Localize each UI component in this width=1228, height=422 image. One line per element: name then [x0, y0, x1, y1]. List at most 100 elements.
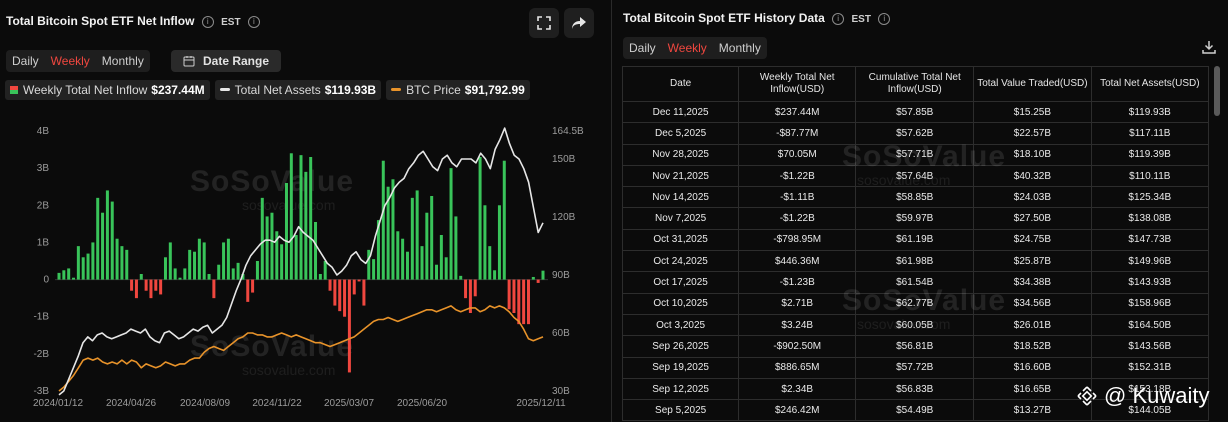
table-row[interactable]: Nov 14,2025 -$1.11B $58.85B $24.03B $125.34B: [621, 186, 1210, 209]
inflow-bar: [483, 205, 487, 280]
row-cumulative-inflow: $54.49B: [855, 399, 975, 422]
table-row[interactable]: Nov 28,2025 $70.05M $57.71B $18.10B $119.39B: [621, 143, 1210, 166]
panel-divider: [611, 0, 612, 422]
row-date: Nov 28,2025: [621, 143, 740, 166]
table-row[interactable]: Dec 5,2025 -$87.77M $57.62B $22.57B $117.11B: [621, 122, 1210, 145]
table-row[interactable]: Oct 10,2025 $2.71B $62.77B $34.56B $158.96B: [621, 292, 1210, 315]
row-date: Oct 17,2025: [621, 271, 740, 294]
inflow-bar: [526, 279, 530, 325]
download-icon[interactable]: [1202, 40, 1216, 54]
table-row[interactable]: Oct 24,2025 $446.36M $61.98B $25.87B $149.96…: [621, 250, 1210, 273]
column-header-weekly-inflow[interactable]: Weekly Total Net Inflow(USD): [738, 66, 857, 102]
legend-btc[interactable]: BTC Price $91,792.99: [386, 80, 530, 100]
legend-inflow[interactable]: Weekly Total Net Inflow $237.44M: [5, 80, 210, 100]
inflow-bar: [517, 279, 521, 325]
row-value-traded: $24.75B: [973, 228, 1092, 252]
row-date: Oct 10,2025: [621, 292, 740, 315]
inflow-bar: [76, 246, 80, 280]
inflow-bar: [430, 196, 434, 280]
table-row[interactable]: Dec 11,2025 $237.44M $57.85B $15.25B $119.93…: [621, 100, 1210, 124]
tab-daily[interactable]: Daily: [12, 54, 39, 68]
inflow-bar: [260, 197, 264, 280]
inflow-bar: [425, 212, 429, 280]
timezone-info-icon[interactable]: i: [247, 16, 260, 28]
table-row[interactable]: Nov 21,2025 -$1.22B $57.64B $40.32B $110.11B: [621, 164, 1210, 188]
row-date: Oct 31,2025: [621, 228, 740, 252]
assets-swatch-icon: [219, 88, 230, 91]
row-weekly-inflow: -$1.23B: [738, 271, 857, 294]
net-inflow-panel: Total Bitcoin Spot ETF Net Inflow i EST …: [0, 0, 606, 422]
inflow-bar: [357, 279, 361, 282]
inflow-bar: [134, 279, 138, 299]
inflow-bar: [101, 212, 105, 280]
inflow-bar: [222, 242, 226, 280]
row-net-assets: $125.34B: [1090, 186, 1210, 209]
row-weekly-inflow: -$1.11B: [738, 186, 857, 209]
row-date: Sep 26,2025: [621, 335, 740, 358]
row-weekly-inflow: -$1.22B: [738, 207, 857, 230]
tab-monthly[interactable]: Monthly: [718, 41, 761, 55]
info-icon[interactable]: i: [832, 13, 845, 25]
inflow-bar: [323, 261, 327, 280]
date-range-button[interactable]: Date Range: [171, 50, 281, 72]
row-date: Dec 11,2025: [621, 100, 740, 124]
table-row[interactable]: Sep 5,2025 $246.42M $54.49B $13.27B $144.05B: [621, 399, 1210, 422]
tab-daily[interactable]: Daily: [629, 41, 656, 55]
column-header-date[interactable]: Date: [621, 66, 740, 102]
tab-weekly[interactable]: Weekly: [667, 41, 707, 55]
legend-btc-label: BTC Price: [406, 83, 461, 97]
column-header-value-traded[interactable]: Total Value Traded(USD): [973, 66, 1092, 102]
y-tick-label-left: 4B: [37, 126, 50, 137]
inflow-bar: [91, 242, 95, 280]
inflow-bar: [294, 235, 298, 280]
table-row[interactable]: Sep 26,2025 -$902.50M $56.81B $18.52B $143.5…: [621, 335, 1210, 358]
table-scrollbar[interactable]: [1214, 66, 1220, 116]
row-value-traded: $40.32B: [973, 164, 1092, 188]
inflow-bar: [212, 279, 216, 299]
table-row[interactable]: Oct 31,2025 -$798.95M $61.19B $24.75B $147.7…: [621, 228, 1210, 252]
row-net-assets: $110.11B: [1090, 164, 1210, 188]
inflow-bar: [502, 160, 506, 280]
tab-monthly[interactable]: Monthly: [101, 54, 144, 68]
row-weekly-inflow: -$1.22B: [738, 164, 857, 188]
row-net-assets: $117.11B: [1090, 122, 1210, 145]
x-tick-label: 2024/11/22: [252, 398, 302, 409]
y-tick-label-left: 3B: [37, 163, 50, 174]
inflow-bar: [149, 279, 153, 299]
row-cumulative-inflow: $62.77B: [855, 292, 975, 315]
calendar-icon: [183, 56, 195, 67]
inflow-bar: [536, 279, 540, 283]
table-row[interactable]: Oct 3,2025 $3.24B $60.05B $26.01B $164.50B: [621, 313, 1210, 337]
row-weekly-inflow: $237.44M: [738, 100, 857, 124]
inflow-bar: [255, 261, 259, 280]
inflow-bar: [401, 238, 405, 280]
inflow-bar: [333, 279, 337, 306]
info-icon[interactable]: i: [201, 16, 214, 28]
row-weekly-inflow: $246.42M: [738, 399, 857, 422]
row-weekly-inflow: -$87.77M: [738, 122, 857, 145]
column-header-net-assets[interactable]: Total Net Assets(USD): [1090, 66, 1210, 102]
row-date: Nov 7,2025: [621, 207, 740, 230]
inflow-bar: [396, 231, 400, 280]
legend-assets[interactable]: Total Net Assets $119.93B: [214, 80, 382, 100]
inflow-swatch-icon: [10, 86, 18, 94]
table-row[interactable]: Sep 19,2025 $886.65M $57.72B $16.60B $152.31…: [621, 356, 1210, 379]
inflow-bar: [241, 274, 245, 280]
inflow-bar: [493, 270, 497, 280]
row-value-traded: $26.01B: [973, 313, 1092, 337]
inflow-bar: [444, 257, 448, 280]
inflow-bar: [67, 268, 71, 280]
x-tick-label: 2025/03/07: [324, 398, 374, 409]
share-button[interactable]: [564, 8, 594, 38]
table-row[interactable]: Oct 17,2025 -$1.23B $61.54B $34.38B $143.93B: [621, 271, 1210, 294]
tab-weekly[interactable]: Weekly: [50, 54, 90, 68]
row-weekly-inflow: $2.34B: [738, 377, 857, 401]
timezone-info-icon[interactable]: i: [878, 13, 891, 25]
inflow-bar: [251, 279, 255, 293]
fullscreen-button[interactable]: [529, 8, 559, 38]
row-value-traded: $24.03B: [973, 186, 1092, 209]
column-header-cumulative[interactable]: Cumulative Total Net Inflow(USD): [855, 66, 975, 102]
row-weekly-inflow: $2.71B: [738, 292, 857, 315]
inflow-bar: [435, 264, 439, 280]
table-row[interactable]: Nov 7,2025 -$1.22B $59.97B $27.50B $138.08B: [621, 207, 1210, 230]
